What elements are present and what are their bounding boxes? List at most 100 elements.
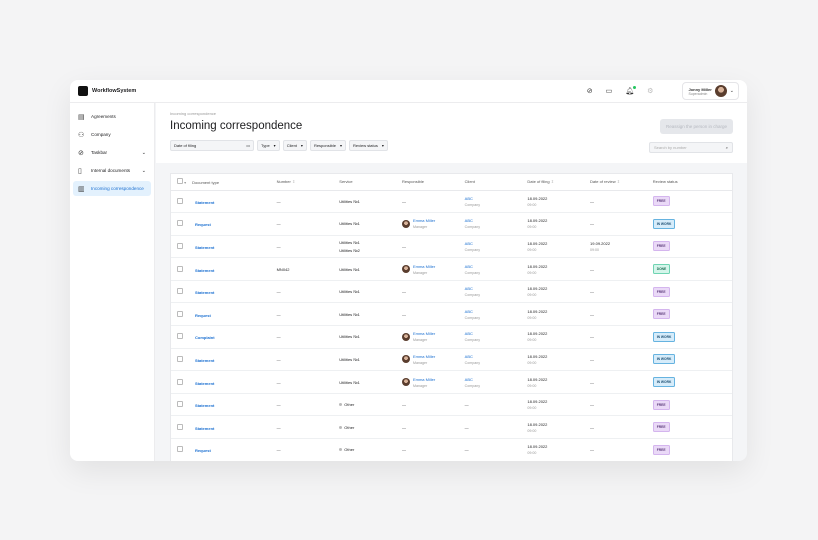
responsible-name[interactable]: Emma Miller [412, 353, 436, 359]
client-name[interactable]: ABC [464, 353, 473, 359]
column-header[interactable]: Responsible [401, 174, 465, 191]
table-row[interactable]: Request — Utilities №1 — ABC Company 18.0… [171, 302, 732, 327]
row-checkbox[interactable] [177, 242, 183, 249]
client-name[interactable]: ABC [464, 218, 473, 224]
status-filter-label: Review status [352, 143, 378, 148]
document-type-link[interactable]: Statement [195, 290, 215, 296]
row-checkbox[interactable] [177, 378, 183, 385]
sidebar-item-incoming-correspondence[interactable]: ▥ Incoming correspondence [73, 181, 151, 196]
client-name[interactable]: ABC [464, 376, 473, 382]
responsible-name[interactable]: Emma Miller [412, 331, 436, 337]
document-type-link[interactable]: Request [195, 448, 211, 454]
responsible-name[interactable]: Emma Miller [412, 376, 436, 382]
sidebar-item-internal-documents[interactable]: ▯ Internal documents ⌄ [73, 163, 151, 178]
service-cell: Utilities №1 [339, 302, 402, 327]
row-checkbox[interactable] [177, 333, 183, 340]
row-checkbox[interactable] [177, 355, 183, 362]
table-row[interactable]: Statement MN042 Utilities №1 Emma Miller… [171, 257, 732, 281]
row-checkbox[interactable] [177, 423, 183, 430]
responsible-filter[interactable]: Responsible ▾ [309, 140, 346, 151]
breadcrumb[interactable]: Incoming correspondence [170, 111, 217, 116]
row-checkbox[interactable] [177, 197, 183, 204]
filing-date-cell: 18.09.2022 09:00 [527, 348, 591, 372]
type-filter[interactable]: Type ▾ [257, 140, 280, 151]
row-checkbox[interactable] [177, 265, 183, 272]
filing-date: 18.09.2022 [527, 421, 548, 427]
column-header[interactable]: Client [464, 174, 528, 191]
client-name[interactable]: ABC [464, 286, 473, 292]
responsible-cell: — [401, 190, 465, 214]
date-filter[interactable]: Date of filing ▭ [170, 140, 254, 151]
column-header[interactable]: Service [339, 174, 402, 191]
table-row[interactable]: Statement — Utilities №1 Utilities №2 — A… [171, 235, 732, 259]
responsible-name[interactable]: Emma Miller [412, 218, 436, 224]
row-checkbox[interactable] [177, 220, 183, 227]
client-cell: ABC Company [464, 235, 528, 259]
client-name[interactable]: ABC [464, 240, 473, 246]
row-checkbox[interactable] [177, 401, 183, 408]
table-row[interactable]: Statement — Utilities №1 Emma Miller Mana… [171, 370, 732, 394]
table-row[interactable]: Request — Utilities №1 Emma Miller Manage… [171, 212, 732, 236]
sidebar-item-taskbar[interactable]: ⊘ Taskbar ⌄ [73, 145, 151, 160]
document-type-link[interactable]: Statement [195, 380, 215, 386]
document-type-link[interactable]: Complaint [195, 335, 215, 341]
sidebar-item-company[interactable]: ⚇ Company [73, 127, 151, 142]
sort-icon[interactable]: ⇕ [550, 179, 555, 185]
responsible-name[interactable]: Emma Miller [412, 263, 436, 269]
search-input[interactable]: Search by number ⌕ [649, 142, 733, 153]
table-row[interactable]: Complaint — Utilities №1 Emma Miller Mana… [171, 325, 732, 349]
chevron-down-icon: ▾ [273, 143, 276, 148]
document-type-link[interactable]: Statement [195, 244, 215, 250]
filing-time: 09:00 [527, 315, 537, 320]
row-checkbox[interactable] [177, 288, 183, 295]
document-type-link[interactable]: Statement [195, 425, 215, 431]
tasks-icon[interactable]: ⊘ [586, 88, 593, 95]
column-header[interactable]: Number ⇕ [276, 174, 340, 191]
client-name[interactable]: ABC [464, 308, 473, 314]
service-cell: Utilities №1 Utilities №2 [339, 235, 402, 259]
chevron-down-icon[interactable]: ▾ [184, 180, 187, 186]
table-row[interactable]: Request — Other — — 18.09.2022 09:00 — FR… [171, 438, 732, 461]
column-header[interactable]: Date of review ⇕ [590, 174, 653, 191]
status-cell: FREE [652, 438, 732, 461]
gear-icon[interactable]: ⚙ [647, 88, 654, 95]
filing-time: 09:00 [527, 383, 537, 388]
table-row[interactable]: Statement — Utilities №1 Emma Miller Mana… [171, 348, 732, 372]
client-filter[interactable]: Client ▾ [282, 140, 307, 151]
column-header[interactable]: Date of filing ⇕ [527, 174, 591, 191]
table-row[interactable]: Statement — Utilities №1 — ABC Company 18… [171, 280, 732, 304]
bell-icon[interactable]: 🔔︎ [625, 86, 637, 95]
column-header[interactable]: Review status [652, 174, 732, 191]
status-cell: IN WORK [652, 348, 732, 372]
sort-icon[interactable]: ⇕ [616, 179, 621, 185]
user-menu[interactable]: Jonny Miller Superadmin ⌄ [682, 82, 739, 100]
calendar-icon[interactable]: ▭ [605, 88, 613, 95]
document-type-link[interactable]: Request [195, 222, 211, 228]
client-name[interactable]: ABC [464, 263, 473, 269]
filing-date-cell: 18.09.2022 09:00 [527, 393, 591, 417]
column-header[interactable]: ▾ Document type [171, 174, 277, 191]
sidebar-item-agreements[interactable]: ▤ Agreements [73, 109, 151, 124]
table-row[interactable]: Statement — Other — — 18.09.2022 09:00 — … [171, 415, 732, 440]
review-date: — [590, 289, 595, 295]
review-time: 09:00 [590, 247, 600, 252]
select-all-checkbox[interactable] [177, 178, 183, 185]
logo[interactable]: WorkflowSystem [78, 86, 136, 96]
sort-icon[interactable]: ⇕ [291, 179, 296, 185]
check-circle-icon: ⊘ [78, 149, 84, 157]
document-type-link[interactable]: Request [195, 312, 211, 318]
status-filter[interactable]: Review status ▾ [348, 140, 388, 151]
client-name[interactable]: ABC [464, 331, 473, 337]
document-type-link[interactable]: Statement [195, 403, 215, 409]
reassign-button[interactable]: Reassign the person in charge [659, 119, 733, 134]
table-row[interactable]: Statement — Other — — 18.09.2022 09:00 — … [171, 393, 732, 417]
row-checkbox[interactable] [177, 310, 183, 317]
table-row[interactable]: Statement — Utilities №1 — ABC Company 18… [171, 190, 732, 214]
document-type-link[interactable]: Statement [195, 267, 215, 273]
client-sub: Company [464, 293, 481, 298]
client-name[interactable]: ABC [464, 195, 473, 201]
document-type-link[interactable]: Statement [195, 357, 215, 363]
review-date: — [590, 311, 595, 317]
row-checkbox[interactable] [177, 446, 183, 453]
document-type-link[interactable]: Statement [195, 199, 215, 205]
